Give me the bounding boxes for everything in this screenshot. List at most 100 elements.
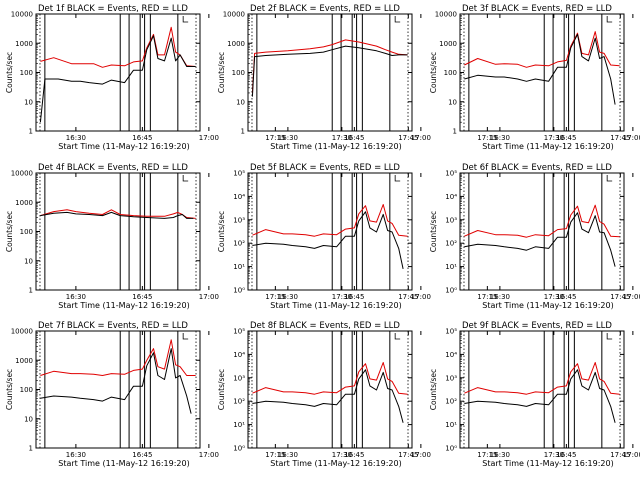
x-tick-label: 17:00 — [199, 451, 219, 459]
x-tick-label: 17:15 — [265, 451, 285, 459]
y-tick-label: 10000 — [11, 328, 33, 336]
y-tick-label: 10 — [236, 98, 245, 106]
x-tick-label: 17:00 — [199, 134, 219, 142]
y-tick-label: 1000 — [15, 199, 33, 207]
series-line-lld — [40, 339, 196, 376]
y-tick-label: 1 — [29, 128, 33, 136]
y-tick-label: 1000 — [439, 40, 457, 48]
x-tick-label: 17:30 — [332, 134, 352, 142]
y-tick-label: 10⁰ — [233, 445, 245, 453]
x-tick-label: 16:30 — [66, 451, 86, 459]
plot-frame — [35, 172, 201, 291]
plot-frame — [35, 330, 201, 449]
panel-title: Det 6f BLACK = Events, RED = LLD — [462, 163, 612, 173]
y-tick-label: 1 — [29, 445, 33, 453]
bracket-marker — [606, 175, 613, 182]
y-tick-label: 100 — [20, 386, 33, 394]
y-tick-label: 10³ — [233, 374, 245, 382]
panel-det-8: Det 8f BLACK = Events, RED = LLD 10⁰ 10¹ 10… — [217, 321, 630, 468]
panel-title: Det 2f BLACK = Events, RED = LLD — [250, 4, 400, 14]
y-tick-label: 10¹ — [445, 421, 457, 429]
x-tick-label: 17:00 — [623, 134, 640, 142]
series-line-lld — [251, 39, 408, 93]
x-tick-label: 16:45 — [344, 134, 364, 142]
series-line-events — [40, 211, 194, 219]
series-line-events — [40, 348, 192, 414]
x-tick-label: 16:45 — [344, 451, 364, 459]
x-axis-label: Start Time (11-May-12 16:19:20) — [270, 142, 401, 151]
y-tick-label: 10 — [24, 98, 33, 106]
y-tick-label: 10⁰ — [445, 287, 457, 295]
series-line-lld — [464, 362, 620, 395]
y-tick-label: 10² — [233, 240, 245, 248]
panel-det-2: Det 2f BLACK = Events, RED = LLD 1 10 100 10… — [217, 4, 630, 151]
x-tick-label: 16:30 — [278, 451, 298, 459]
series-line-lld — [252, 362, 408, 395]
panel-title: Det 3f BLACK = Events, RED = LLD — [462, 4, 612, 14]
series-line-lld — [40, 26, 196, 68]
panel-det-9: Det 9f BLACK = Events, RED = LLD 10⁰ 10¹ 10… — [429, 321, 640, 468]
x-tick-label: 16:45 — [556, 293, 576, 301]
x-tick-label: 17:30 — [544, 134, 564, 142]
x-tick-label: 17:15 — [265, 134, 285, 142]
y-tick-label: 10000 — [223, 11, 245, 19]
series-line-events — [464, 33, 616, 105]
y-tick-label: 10² — [233, 398, 245, 406]
x-axis-label: Start Time (11-May-12 16:19:20) — [270, 301, 401, 310]
plot-frame — [247, 330, 413, 449]
series-line-events — [252, 211, 404, 270]
bracket-marker — [606, 16, 613, 23]
x-axis-label: Start Time (11-May-12 16:19:20) — [482, 301, 613, 310]
y-tick-label: 10² — [445, 398, 457, 406]
series-line-events — [39, 35, 196, 123]
x-tick-label: 16:30 — [66, 293, 86, 301]
y-axis-label: Counts/sec — [217, 52, 226, 93]
plot-frame — [459, 330, 625, 449]
bracket-marker — [394, 16, 401, 23]
series-line-lld — [40, 209, 196, 219]
y-tick-label: 100 — [444, 69, 457, 77]
y-tick-label: 1 — [453, 128, 457, 136]
x-tick-label: 17:45 — [398, 134, 418, 142]
x-tick-label: 16:30 — [490, 293, 510, 301]
bracket-marker — [606, 333, 613, 340]
x-tick-label: 17:00 — [411, 293, 431, 301]
x-tick-label: 16:45 — [132, 134, 152, 142]
y-tick-label: 10⁴ — [445, 351, 457, 359]
x-tick-label: 17:15 — [477, 293, 497, 301]
bracket-marker — [394, 333, 401, 340]
x-tick-label: 17:00 — [623, 451, 640, 459]
x-tick-label: 16:45 — [556, 451, 576, 459]
series-line-lld — [464, 31, 620, 68]
series-line-lld — [464, 204, 620, 238]
y-axis-label: Counts/sec — [5, 369, 14, 410]
y-tick-label: 1 — [29, 287, 33, 295]
x-tick-label: 16:30 — [278, 134, 298, 142]
y-tick-label: 10⁵ — [233, 170, 245, 178]
x-tick-label: 16:45 — [344, 293, 364, 301]
y-axis-label: Counts/sec — [5, 211, 14, 252]
y-tick-label: 10 — [448, 98, 457, 106]
y-tick-label: 10³ — [445, 216, 457, 224]
panel-title: Det 4f BLACK = Events, RED = LLD — [38, 163, 188, 173]
panel-det-3: Det 3f BLACK = Events, RED = LLD 1 10 100 10… — [429, 4, 640, 151]
x-axis-label: Start Time (11-May-12 16:19:20) — [270, 459, 401, 468]
y-tick-label: 1 — [241, 128, 245, 136]
y-tick-label: 10000 — [11, 11, 33, 19]
x-tick-label: 17:30 — [544, 293, 564, 301]
series-line-lld — [252, 204, 408, 237]
bracket-marker — [182, 175, 189, 182]
y-tick-label: 10⁴ — [445, 193, 457, 201]
y-tick-label: 1000 — [227, 40, 245, 48]
x-axis-label: Start Time (11-May-12 16:19:20) — [482, 142, 613, 151]
x-axis-label: Start Time (11-May-12 16:19:20) — [58, 142, 189, 151]
bracket-marker — [394, 175, 401, 182]
x-tick-label: 17:15 — [477, 451, 497, 459]
y-tick-label: 10⁰ — [445, 445, 457, 453]
x-tick-label: 16:30 — [490, 134, 510, 142]
y-tick-label: 10³ — [233, 216, 245, 224]
plot-frame — [35, 13, 201, 132]
panel-det-7: Det 7f BLACK = Events, RED = LLD 1 10 100 10… — [5, 321, 418, 468]
x-axis-label: Start Time (11-May-12 16:19:20) — [58, 301, 189, 310]
